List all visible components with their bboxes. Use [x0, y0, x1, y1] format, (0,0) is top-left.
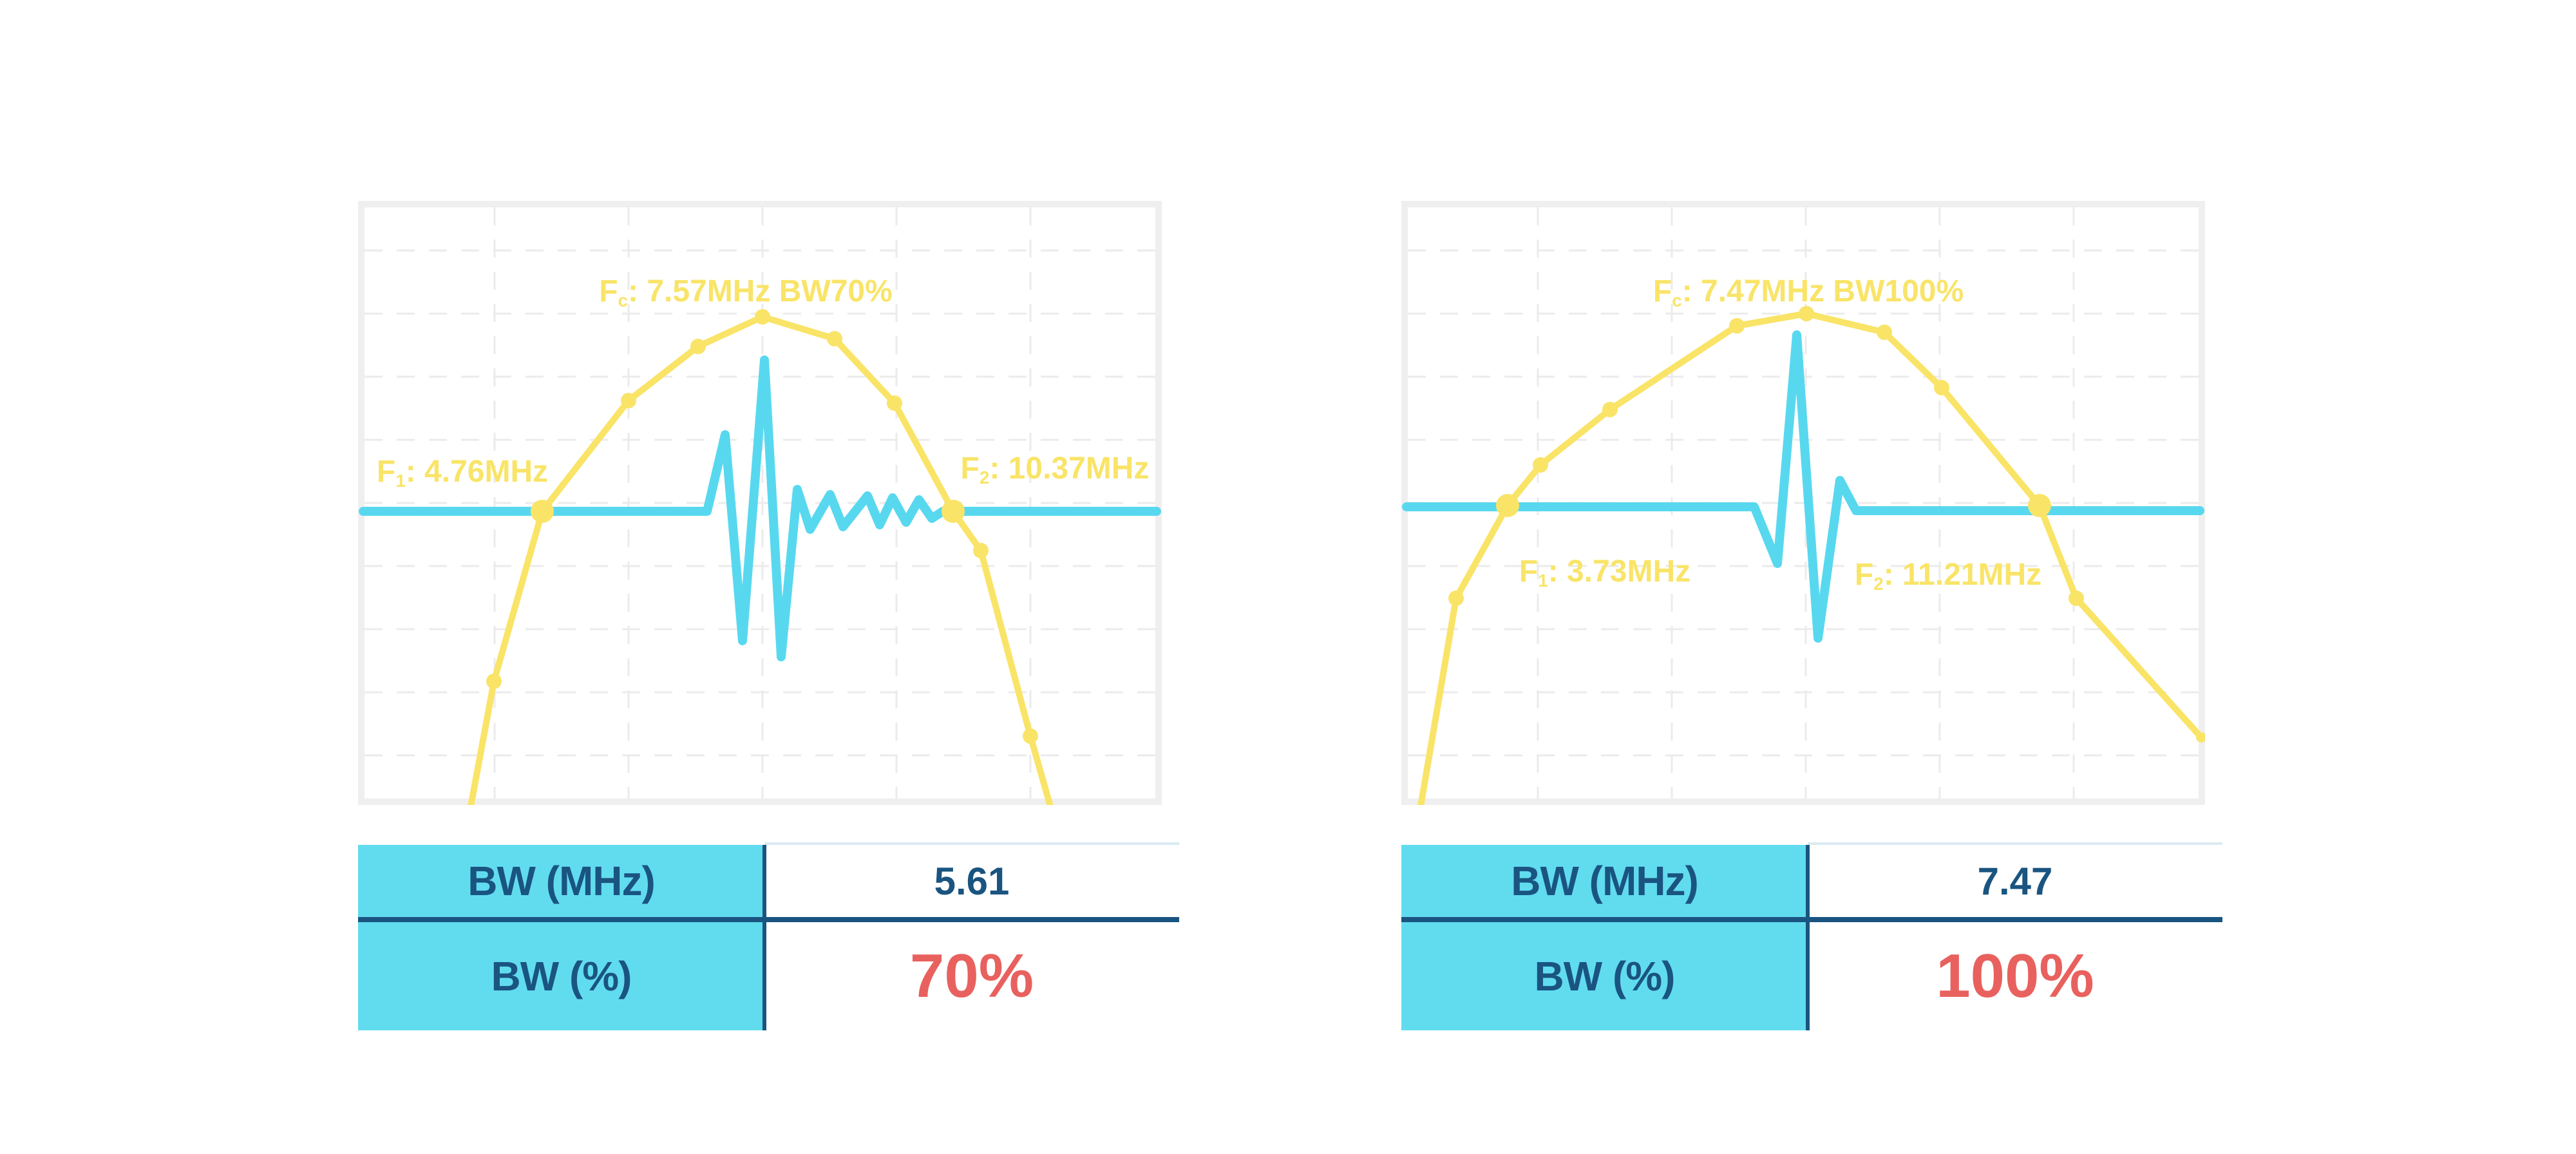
f2-annotation: F2: 10.37MHz	[961, 453, 1150, 487]
bw-table-bw70: BW (MHz) 5.61 BW (%) 70%	[358, 842, 1179, 1030]
f2-value: : 11.21MHz	[1883, 558, 2042, 592]
f1-annotation: F1: 3.73MHz	[1519, 556, 1690, 590]
data-point-marker	[531, 500, 554, 523]
row-header-bw-mhz: BW (MHz)	[1401, 845, 1808, 917]
f1-subscript: 1	[1538, 570, 1548, 591]
data-point-marker	[1533, 457, 1548, 473]
table-vertical-divider	[762, 845, 766, 1030]
spectrum-envelope-curve	[1417, 310, 2204, 805]
table-horizontal-divider	[358, 917, 1179, 922]
spectrum-chart	[1401, 201, 2205, 805]
data-point-marker	[1496, 494, 1519, 517]
f2-annotation: F2: 11.21MHz	[1855, 560, 2041, 593]
table-vertical-divider	[1806, 845, 1810, 1030]
data-point-marker	[690, 339, 706, 354]
fc-annotation: Fc: 7.57MHz BW70%	[599, 276, 893, 310]
data-point-marker	[1729, 318, 1745, 334]
data-point-marker	[827, 331, 842, 346]
fc-subscript: c	[1672, 290, 1682, 310]
data-point-marker	[1448, 591, 1464, 606]
table-row: BW (%) 70%	[358, 922, 1179, 1030]
f2-subscript: 2	[1873, 573, 1884, 594]
table-row: BW (MHz) 7.47	[1401, 845, 2222, 917]
fc-value: : 7.57MHz BW70%	[628, 274, 893, 309]
data-point-marker	[942, 500, 965, 523]
table-top-divider	[764, 842, 1179, 845]
figure-group-bw100: Fc: 7.47MHz BW100% F1: 3.73MHz F2: 11.21…	[1401, 0, 2222, 1154]
data-point-marker	[1877, 325, 1892, 340]
spectrum-plot-bw100: Fc: 7.47MHz BW100% F1: 3.73MHz F2: 11.21…	[1401, 201, 2205, 805]
f1-value: : 3.73MHz	[1548, 554, 1691, 589]
f2-symbol: F	[1854, 558, 1874, 592]
spectrum-plot-bw70: Fc: 7.57MHz BW70% F1: 4.76MHz F2: 10.37M…	[358, 201, 1162, 805]
data-point-marker	[2069, 591, 2084, 606]
bw-pct-value: 100%	[1936, 941, 2094, 1010]
fc-symbol: F	[1653, 274, 1672, 309]
f1-subscript: 1	[395, 470, 406, 491]
f2-subscript: 2	[979, 467, 990, 487]
f1-value: : 4.76MHz	[405, 455, 549, 489]
data-point-marker	[1023, 728, 1038, 744]
f1-symbol: F	[1519, 554, 1539, 589]
f2-symbol: F	[960, 451, 980, 486]
data-point-marker	[621, 393, 636, 408]
data-point-marker	[973, 543, 989, 558]
spectrum-chart	[358, 201, 1162, 805]
data-point-marker	[2028, 494, 2051, 517]
data-point-marker	[1799, 306, 1814, 321]
row-header-bw-pct: BW (%)	[358, 922, 764, 1030]
f1-symbol: F	[376, 455, 396, 489]
pulse-waveform-curve	[359, 355, 1161, 661]
table-row: BW (%) 100%	[1401, 922, 2222, 1030]
fc-subscript: c	[618, 290, 629, 310]
data-point-marker	[1934, 380, 1949, 395]
row-header-bw-mhz: BW (MHz)	[358, 845, 764, 917]
fc-symbol: F	[599, 274, 618, 309]
bw-pct-value: 70%	[909, 941, 1034, 1010]
figure-group-bw70: Fc: 7.57MHz BW70% F1: 4.76MHz F2: 10.37M…	[358, 0, 1179, 1154]
data-point-marker	[486, 674, 502, 689]
spectrum-envelope-curve	[468, 314, 1054, 805]
f1-annotation: F1: 4.76MHz	[377, 457, 548, 490]
pulse-waveform-curve	[1402, 330, 2204, 643]
table-row: BW (MHz) 5.61	[358, 845, 1179, 917]
table-horizontal-divider	[1401, 917, 2222, 922]
data-point-marker	[887, 395, 902, 411]
data-point-marker	[2196, 732, 2205, 743]
data-point-marker	[755, 309, 770, 325]
fc-value: : 7.47MHz BW100%	[1681, 274, 1964, 309]
bw-table-bw100: BW (MHz) 7.47 BW (%) 100%	[1401, 842, 2222, 1030]
f2-value: : 10.37MHz	[989, 451, 1150, 486]
bw-mhz-value: 7.47	[1977, 859, 2053, 903]
fc-annotation: Fc: 7.47MHz BW100%	[1653, 276, 1964, 310]
bw-mhz-value: 5.61	[934, 859, 1010, 903]
plot-frame	[358, 201, 1162, 805]
row-header-bw-pct: BW (%)	[1401, 922, 1808, 1030]
data-point-marker	[1602, 402, 1618, 417]
table-top-divider	[1808, 842, 2222, 845]
